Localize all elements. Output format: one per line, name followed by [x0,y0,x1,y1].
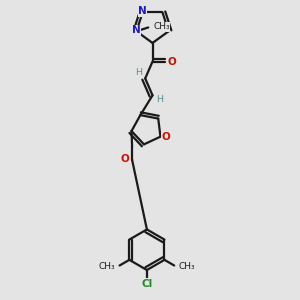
Text: O: O [162,132,170,142]
Text: CH₃: CH₃ [178,262,195,271]
Text: H: H [156,95,163,104]
Text: N: N [138,6,147,16]
Text: Cl: Cl [141,278,152,289]
Text: O: O [121,154,130,164]
Text: CH₃: CH₃ [153,22,170,32]
Text: H: H [136,68,142,77]
Text: O: O [167,56,176,67]
Text: N: N [131,25,140,35]
Text: CH₃: CH₃ [99,262,116,271]
